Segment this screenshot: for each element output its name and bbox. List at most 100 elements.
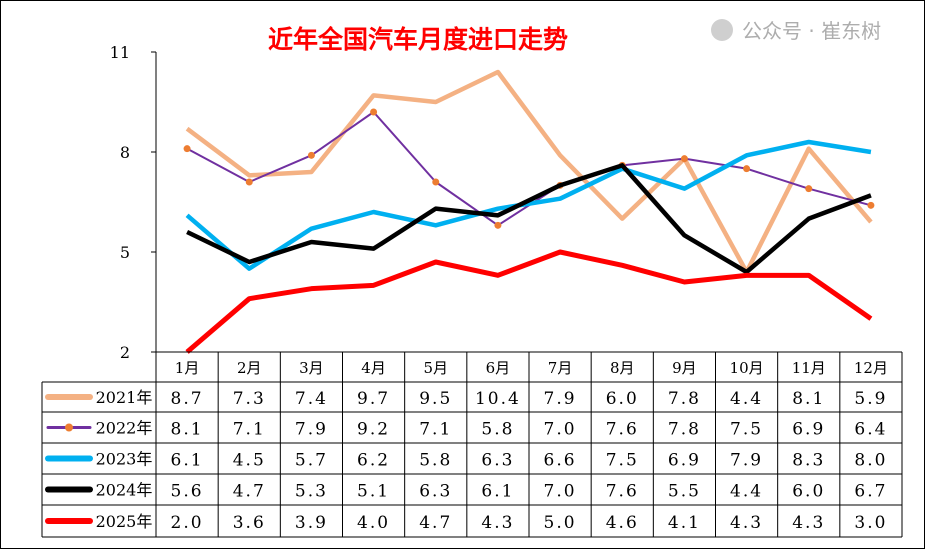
table-cell-value: 6.9 — [668, 451, 701, 471]
table-cell-value: 4.6 — [606, 513, 639, 533]
table-cell-value: 3.6 — [233, 513, 266, 533]
x-category-label: 9月 — [672, 359, 697, 377]
x-category-label: 11月 — [792, 359, 826, 377]
chart-title: 近年全国汽车月度进口走势 — [268, 25, 568, 54]
x-category-label: 12月 — [854, 359, 888, 377]
table-cell-value: 6.4 — [854, 420, 887, 440]
x-category-label: 2月 — [237, 359, 262, 377]
table-cell-value: 8.0 — [854, 451, 887, 471]
table-cell-value: 7.6 — [606, 420, 639, 440]
legend-label: 2021年 — [96, 388, 153, 407]
table-cell-value: 7.5 — [606, 451, 639, 471]
data-point — [432, 178, 440, 186]
table-cell-value: 5.0 — [544, 513, 577, 533]
table-cell-value: 4.3 — [481, 513, 514, 533]
table-cell-value: 6.9 — [792, 420, 825, 440]
x-category-label: 7月 — [548, 359, 573, 377]
table-cell-value: 4.1 — [668, 513, 701, 533]
table-cell-value: 7.8 — [668, 420, 701, 440]
table-cell-value: 4.3 — [792, 513, 825, 533]
table-cell-value: 8.7 — [171, 389, 204, 409]
table-cell-value: 7.5 — [730, 420, 763, 440]
table-cell-value: 5.6 — [171, 482, 204, 502]
y-tick-label: 5 — [120, 243, 130, 262]
table-cell-value: 5.9 — [854, 389, 887, 409]
x-category-label: 1月 — [175, 359, 200, 377]
table-cell-value: 6.3 — [419, 482, 452, 502]
series-line-2023年 — [185, 139, 872, 271]
table-cell-value: 8.3 — [792, 451, 825, 471]
y-tick-label: 2 — [120, 343, 130, 362]
table-cell-value: 7.6 — [606, 482, 639, 502]
table-cell-value: 4.3 — [730, 513, 763, 533]
table-cell-value: 4.4 — [730, 482, 763, 502]
table-cell-value: 5.8 — [419, 451, 452, 471]
table-cell-value: 4.4 — [730, 389, 763, 409]
table-cell-value: 9.5 — [419, 389, 452, 409]
table-cell-value: 5.5 — [668, 482, 701, 502]
table-cell-value: 4.0 — [357, 513, 390, 533]
table-cell-value: 10.4 — [475, 389, 521, 409]
table-cell-value: 3.9 — [295, 513, 328, 533]
table-cell-value: 6.0 — [606, 389, 639, 409]
data-point — [680, 155, 688, 163]
table-cell-value: 7.3 — [233, 389, 266, 409]
y-tick-label: 8 — [120, 143, 130, 162]
table-cell-value: 2.0 — [171, 513, 204, 533]
table-cell-value: 4.7 — [419, 513, 452, 533]
x-category-label: 8月 — [610, 359, 635, 377]
watermark: 公众号 · 崔东树 — [742, 19, 881, 43]
table-cell-value: 4.5 — [233, 451, 266, 471]
table-cell-value: 4.7 — [233, 482, 266, 502]
table-cell-value: 7.9 — [544, 389, 577, 409]
table-cell-value: 6.7 — [854, 482, 887, 502]
data-point — [805, 185, 813, 193]
table-cell-value: 5.8 — [481, 420, 514, 440]
table-cell-value: 8.1 — [792, 389, 825, 409]
data-point — [370, 108, 378, 116]
table-cell-value: 7.9 — [295, 420, 328, 440]
y-tick-label: 11 — [110, 43, 130, 62]
table-cell-value: 7.0 — [544, 420, 577, 440]
legend-label: 2024年 — [96, 481, 153, 500]
table-cell-value: 6.2 — [357, 451, 390, 471]
table-cell-value: 7.1 — [419, 420, 452, 440]
series-line-2024年 — [186, 163, 872, 275]
legend-label: 2025年 — [96, 512, 153, 531]
table-cell-value: 8.1 — [171, 420, 204, 440]
wechat-icon — [711, 19, 733, 41]
data-point — [494, 221, 502, 229]
x-category-label: 4月 — [361, 359, 386, 377]
table-cell-value: 7.8 — [668, 389, 701, 409]
series-line-2025年 — [185, 249, 873, 354]
data-point — [867, 201, 875, 209]
series-line-2021年 — [185, 69, 873, 275]
table-cell-value: 5.7 — [295, 451, 328, 471]
table-cell-value: 6.3 — [481, 451, 514, 471]
data-point — [245, 178, 253, 186]
table-cell-value: 7.1 — [233, 420, 266, 440]
x-category-label: 6月 — [486, 359, 511, 377]
data-point — [307, 151, 315, 159]
legend-marker — [65, 423, 73, 432]
data-point — [183, 145, 191, 153]
table-cell-value: 6.1 — [171, 451, 204, 471]
table-cell-value: 5.3 — [295, 482, 328, 502]
table-cell-value: 7.0 — [544, 482, 577, 502]
table-cell-value: 5.1 — [357, 482, 390, 502]
table-cell-value: 9.2 — [357, 420, 390, 440]
x-category-label: 3月 — [299, 359, 324, 377]
table-cell-value: 7.9 — [730, 451, 763, 471]
legend-label: 2023年 — [96, 450, 153, 469]
series-line-2022年 — [186, 111, 872, 227]
data-point — [743, 165, 751, 173]
legend-label: 2022年 — [96, 419, 153, 438]
table-cell-value: 7.4 — [295, 389, 328, 409]
table-cell-value: 6.1 — [481, 482, 514, 502]
table-cell-value: 9.7 — [357, 389, 390, 409]
table-cell-value: 3.0 — [854, 513, 887, 533]
x-category-label: 5月 — [423, 359, 448, 377]
table-cell-value: 6.6 — [544, 451, 577, 471]
